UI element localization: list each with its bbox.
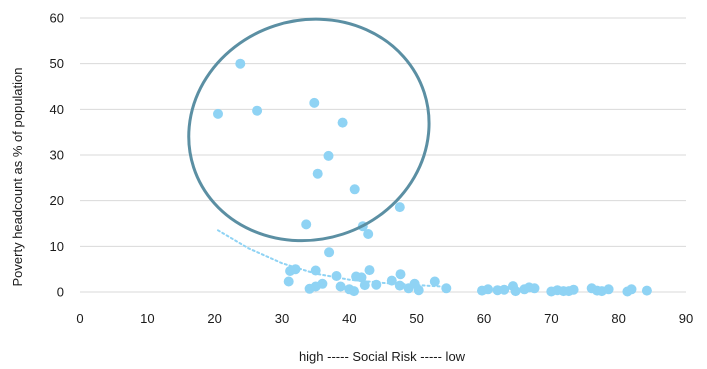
data-point — [363, 229, 374, 239]
data-point — [510, 286, 521, 297]
x-tick-label: 90 — [679, 311, 693, 326]
data-point — [335, 281, 346, 292]
data-point — [310, 265, 321, 276]
y-tick-label: 20 — [50, 193, 64, 208]
data-point — [252, 105, 263, 116]
y-axis-title: Poverty headcount as % of population — [10, 68, 25, 287]
data-point — [603, 284, 614, 295]
data-point — [213, 108, 223, 119]
x-tick-label: 80 — [611, 311, 625, 326]
x-tick-label: 70 — [544, 311, 558, 326]
data-point — [349, 184, 360, 195]
y-axis-tick-labels: 0 10 20 30 40 50 60 — [50, 11, 64, 300]
gridlines — [80, 17, 686, 293]
data-point — [323, 150, 334, 161]
data-points — [213, 58, 652, 297]
y-tick-label: 0 — [57, 285, 64, 300]
y-tick-label: 50 — [50, 56, 64, 71]
data-point — [529, 283, 540, 294]
data-point — [364, 265, 375, 276]
x-tick-label: 30 — [275, 311, 289, 326]
data-point — [499, 284, 510, 295]
data-point — [626, 284, 637, 295]
data-point — [386, 275, 397, 286]
data-point — [371, 279, 382, 290]
data-point — [324, 247, 335, 258]
data-point — [394, 280, 405, 291]
x-tick-label: 20 — [207, 311, 221, 326]
data-point — [568, 284, 579, 295]
x-axis-title: high ----- Social Risk ----- low — [299, 349, 466, 364]
data-point — [429, 276, 440, 287]
x-tick-label: 50 — [409, 311, 423, 326]
data-point — [394, 202, 405, 213]
data-point — [285, 266, 296, 276]
data-point — [309, 97, 320, 108]
y-tick-label: 30 — [50, 148, 64, 163]
x-tick-label: 40 — [342, 311, 356, 326]
data-point — [301, 219, 312, 230]
data-point — [413, 285, 424, 296]
data-point — [641, 285, 652, 296]
data-point — [283, 276, 294, 287]
data-point — [395, 269, 406, 280]
data-point — [235, 58, 246, 69]
data-point — [441, 283, 452, 294]
data-point — [359, 280, 370, 291]
data-point — [312, 168, 323, 179]
x-axis-tick-labels: 0 10 20 30 40 50 60 70 80 90 — [76, 311, 693, 326]
highlight-ellipse — [187, 17, 431, 243]
y-tick-label: 40 — [50, 102, 64, 117]
x-tick-label: 0 — [76, 311, 83, 326]
data-point — [349, 286, 359, 297]
x-tick-label: 60 — [477, 311, 491, 326]
data-point — [483, 284, 493, 295]
data-point — [304, 283, 315, 294]
data-point — [331, 271, 342, 281]
y-tick-label: 10 — [50, 239, 64, 254]
data-point — [356, 272, 367, 283]
highlight-ellipse-shape — [187, 17, 431, 243]
y-tick-label: 60 — [50, 11, 64, 26]
data-point — [337, 117, 348, 128]
x-tick-label: 10 — [140, 311, 154, 326]
